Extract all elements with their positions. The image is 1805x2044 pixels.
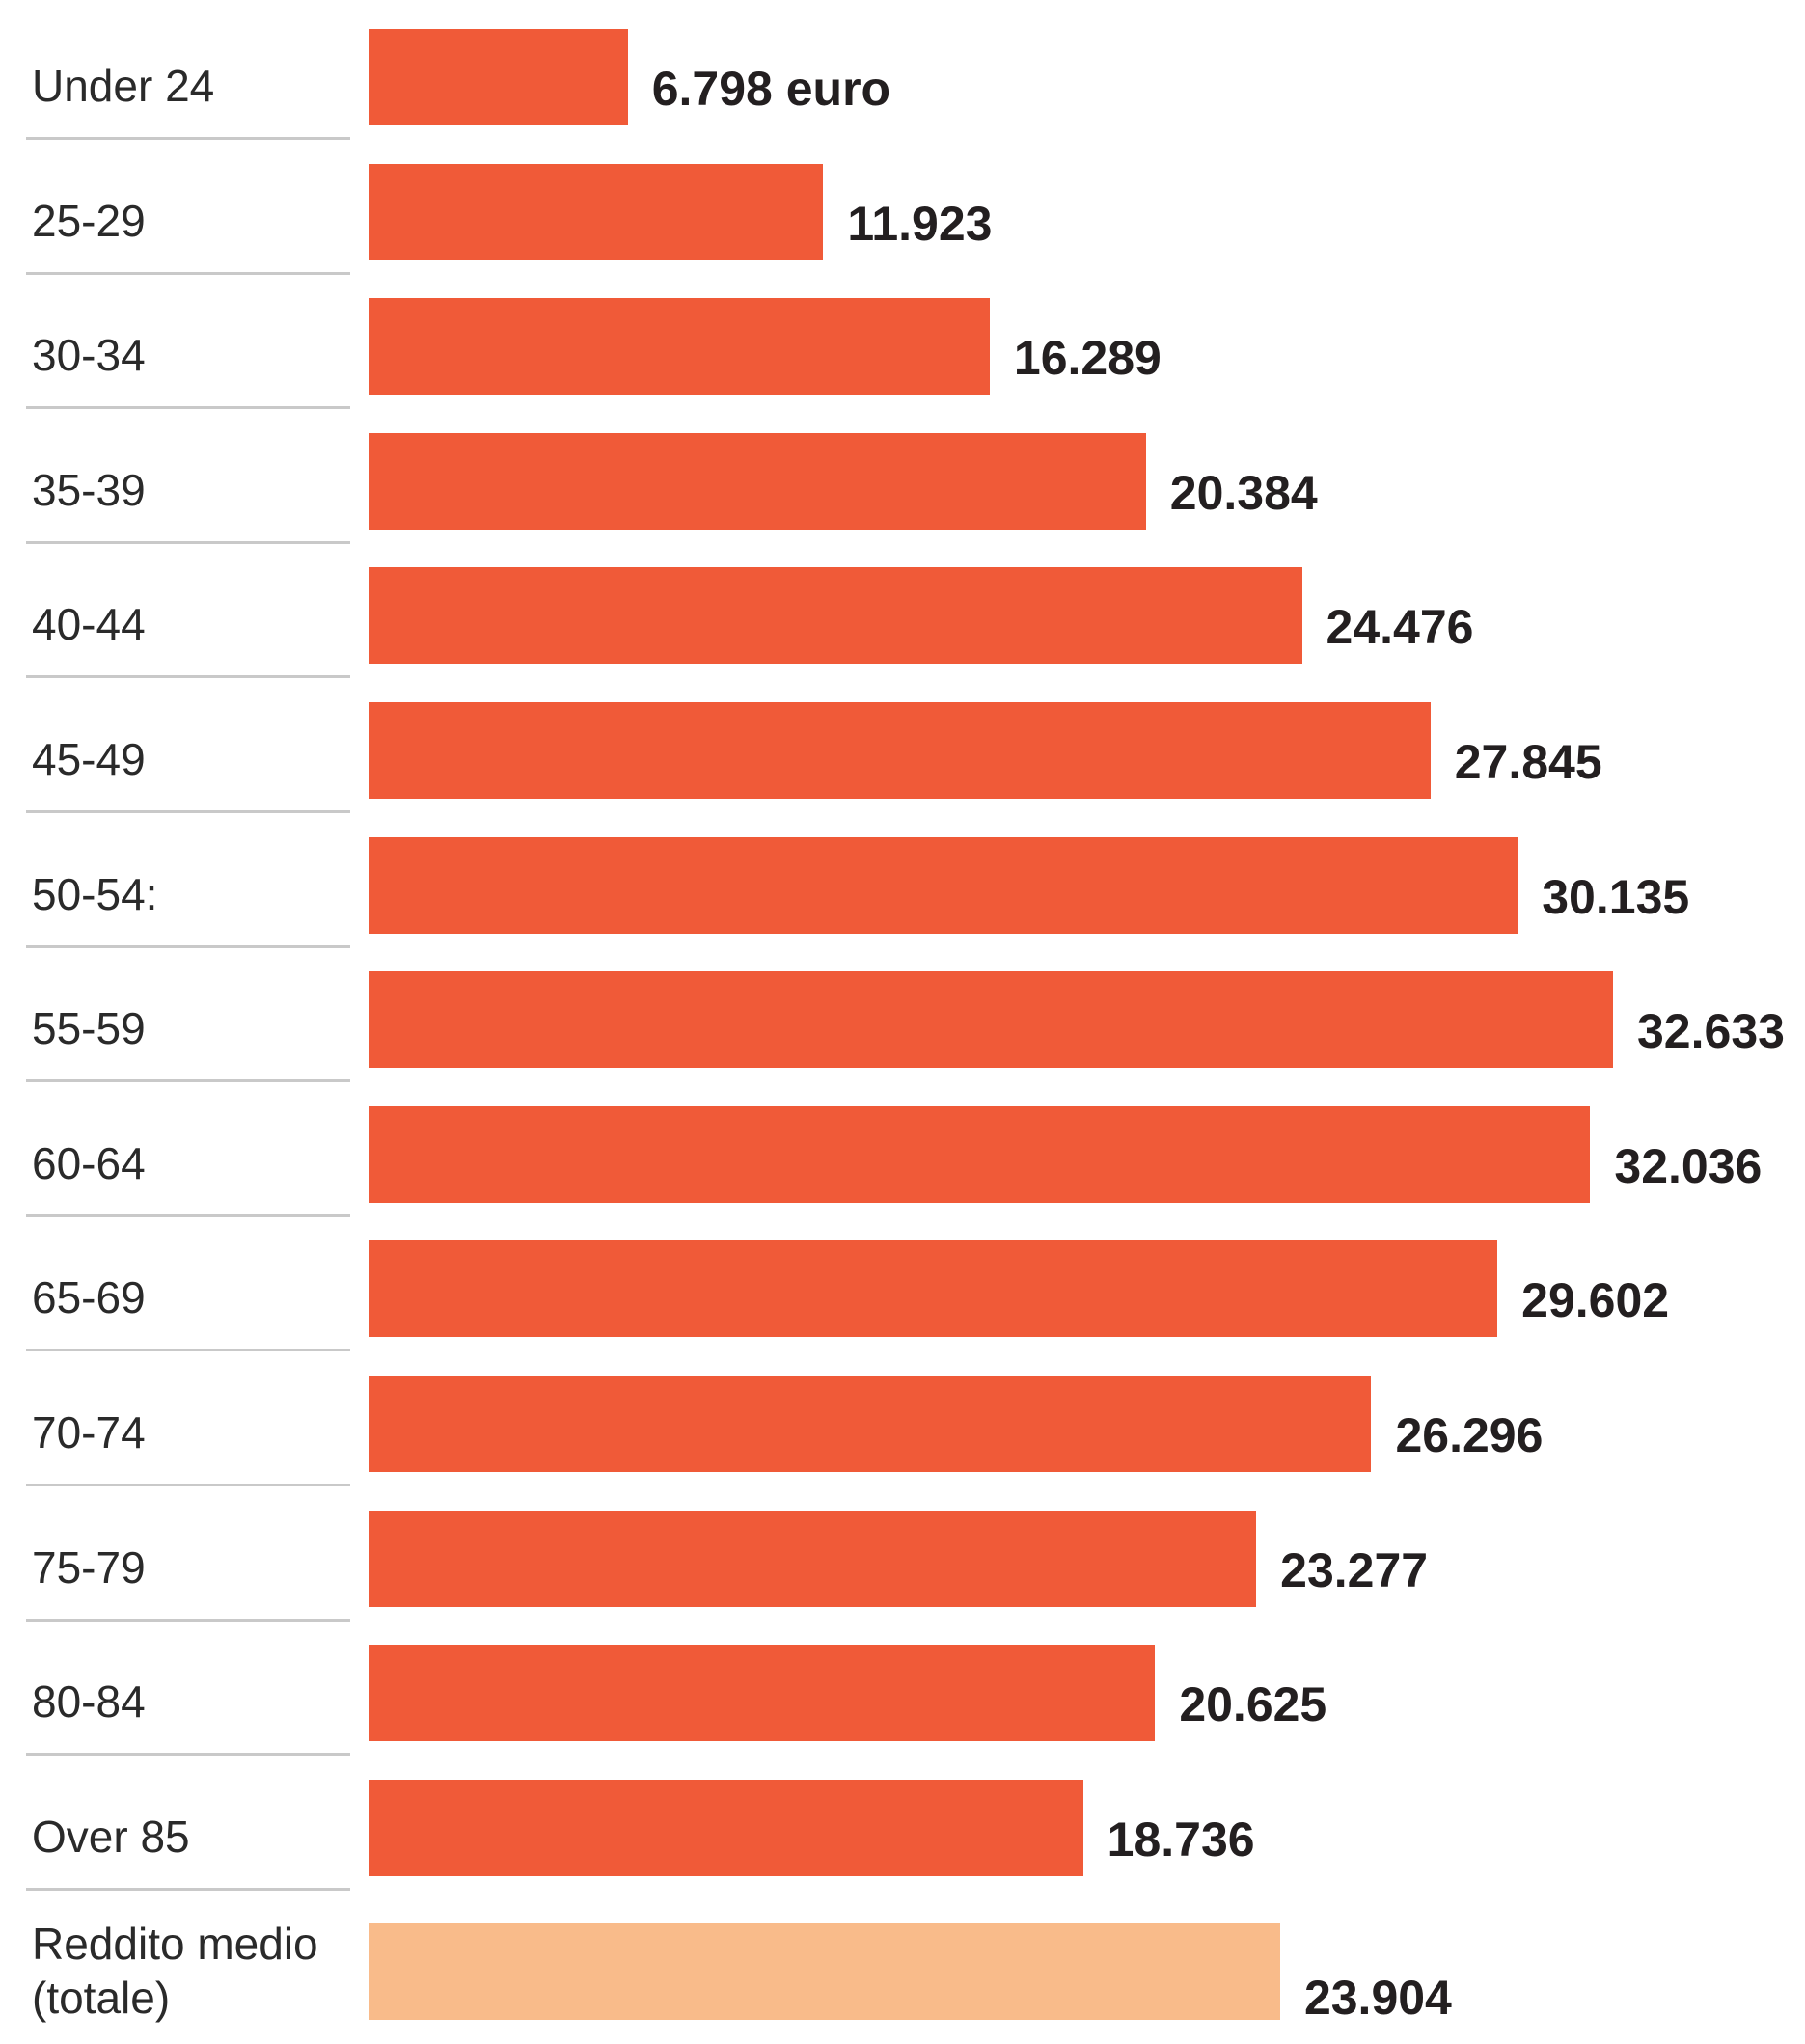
- bar-13: [369, 1645, 1156, 1742]
- row-separator: [26, 1079, 350, 1083]
- bar-6: [369, 702, 1431, 799]
- category-label: 75-79: [32, 1541, 146, 1593]
- bar-12: [369, 1510, 1257, 1607]
- bar-5: [369, 567, 1302, 665]
- category-label: 80-84: [32, 1676, 146, 1728]
- bar-average-income: [369, 1923, 1280, 2021]
- category-label: 50-54:: [32, 868, 158, 919]
- value-label: 20.384: [1169, 465, 1318, 520]
- category-label: 45-49: [32, 734, 146, 784]
- value-label: 6.798 euro: [651, 62, 891, 116]
- value-label: 11.923: [847, 196, 993, 251]
- bar-9: [369, 1105, 1591, 1203]
- row-separator: [26, 1484, 350, 1486]
- row-separator: [26, 1349, 350, 1352]
- value-label: 24.476: [1326, 600, 1474, 655]
- category-label: 25-29: [32, 195, 146, 246]
- category-label: Under 24: [32, 61, 215, 111]
- row-separator: [26, 675, 350, 679]
- row-separator: [26, 1887, 350, 1891]
- row-separator: [26, 944, 350, 948]
- category-label: Over 85: [32, 1811, 190, 1862]
- bar-11: [369, 1376, 1372, 1472]
- row-separator: [26, 810, 350, 813]
- row-separator: [26, 137, 350, 140]
- value-label: 23.277: [1280, 1542, 1429, 1597]
- row-separator: [26, 540, 350, 544]
- bar-14: [369, 1779, 1083, 1876]
- bar-2: [369, 163, 824, 260]
- category-label: 30-34: [32, 330, 146, 381]
- value-label: 29.602: [1521, 1273, 1670, 1328]
- value-label: 32.036: [1614, 1138, 1763, 1193]
- bar-7: [369, 836, 1518, 934]
- row-separator: [26, 1753, 350, 1757]
- value-label: 26.296: [1395, 1408, 1544, 1462]
- bar-8: [369, 971, 1613, 1069]
- bar-4: [369, 432, 1146, 530]
- value-label: 18.736: [1107, 1812, 1255, 1867]
- value-label: 20.625: [1179, 1677, 1327, 1732]
- value-label: 23.904: [1303, 1971, 1452, 2026]
- value-label: 16.289: [1013, 331, 1162, 386]
- value-label: 27.845: [1454, 735, 1602, 789]
- row-separator: [26, 271, 350, 275]
- category-label: 55-59: [32, 1003, 146, 1054]
- value-label: 30.135: [1542, 869, 1690, 924]
- value-label: 32.633: [1637, 1004, 1785, 1059]
- row-separator: [26, 1618, 350, 1622]
- bar-1: [369, 29, 628, 125]
- category-label: 35-39: [32, 464, 146, 515]
- category-label: 60-64: [32, 1137, 146, 1188]
- category-label: 65-69: [32, 1272, 146, 1323]
- bar-10: [369, 1240, 1498, 1338]
- bar-3: [369, 298, 990, 395]
- row-separator: [26, 406, 350, 410]
- row-separator: [26, 1213, 350, 1217]
- category-label: Reddito medio (totale): [32, 1919, 318, 2023]
- category-label: 70-74: [32, 1407, 146, 1458]
- category-label: 40-44: [32, 599, 146, 650]
